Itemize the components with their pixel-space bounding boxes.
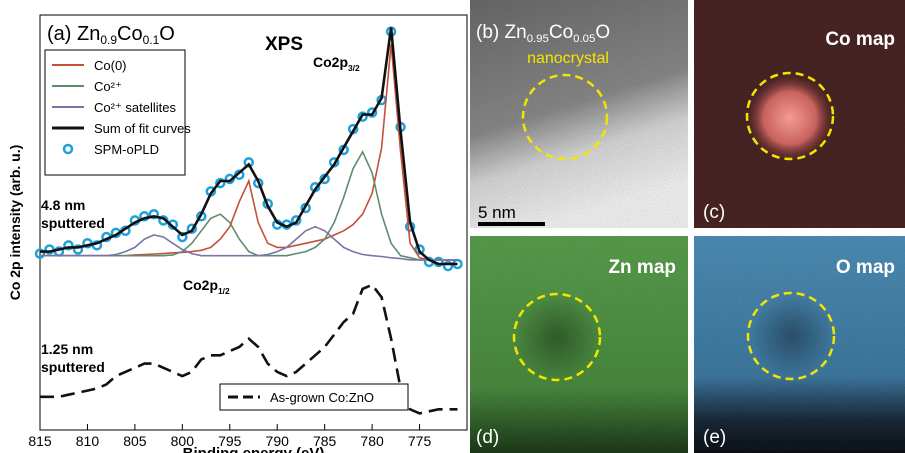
series-line bbox=[40, 227, 458, 260]
xps-plot: 815810805800795790785780775Binding energ… bbox=[7, 15, 467, 453]
note: nanocrystal bbox=[527, 50, 609, 67]
legend-label: Co²⁺ satellites bbox=[94, 100, 176, 115]
legend-label: Sum of fit curves bbox=[94, 121, 191, 136]
x-tick-label: 775 bbox=[408, 433, 432, 449]
annotation: 4.8 nm bbox=[41, 197, 85, 213]
subscript: 0.1 bbox=[143, 33, 160, 47]
text-part: O bbox=[595, 22, 610, 43]
panel-label: (d) bbox=[476, 427, 499, 448]
map-title: Zn map bbox=[608, 257, 676, 278]
y-axis-label: Co 2p intensity (arb. u.) bbox=[7, 145, 23, 301]
annotation: 1.25 nm bbox=[41, 341, 93, 357]
text-part: Co bbox=[549, 22, 573, 43]
x-tick-label: 805 bbox=[123, 433, 147, 449]
annotation: sputtered bbox=[41, 215, 105, 231]
x-tick-label: 815 bbox=[28, 433, 52, 449]
image-panels: 5 nm (b) Zn0.95Co0.05O nanocrystal Co ma… bbox=[470, 0, 905, 453]
subscript: 0.9 bbox=[100, 33, 117, 47]
text-part: Co bbox=[117, 23, 143, 45]
zn-depletion bbox=[512, 292, 602, 382]
figure: 815810805800795790785780775Binding energ… bbox=[0, 0, 905, 453]
subscript: 0.05 bbox=[573, 33, 595, 45]
x-axis-label: Binding energy (eV) bbox=[183, 445, 325, 453]
text-part: O bbox=[159, 23, 175, 45]
panel-label: (c) bbox=[703, 202, 725, 223]
map-title: O map bbox=[836, 257, 895, 278]
annotation: XPS bbox=[265, 34, 303, 55]
text-part: (b) Zn bbox=[476, 22, 527, 43]
subscript: 3/2 bbox=[348, 63, 360, 73]
legend-label: SPM-oPLD bbox=[94, 142, 159, 157]
text-part: Co2p bbox=[313, 54, 348, 70]
annotation: Co2p3/2 bbox=[313, 54, 360, 73]
x-tick-label: 810 bbox=[76, 433, 100, 449]
scale-label: 5 nm bbox=[478, 203, 516, 222]
text-part: (a) Zn bbox=[47, 23, 100, 45]
map-title: Co map bbox=[825, 29, 895, 50]
text-part: Co2p bbox=[183, 277, 218, 293]
subscript: 1/2 bbox=[218, 286, 230, 296]
legend-label: As-grown Co:ZnO bbox=[270, 390, 374, 405]
x-tick-label: 780 bbox=[360, 433, 384, 449]
panel-label: (e) bbox=[703, 427, 726, 448]
legend-label: Co²⁺ bbox=[94, 79, 122, 94]
chart-title: (a) Zn0.9Co0.1O bbox=[47, 23, 175, 47]
annotation: Co2p1/2 bbox=[183, 277, 230, 296]
annotation: sputtered bbox=[41, 359, 105, 375]
legend-label: Co(0) bbox=[94, 58, 127, 73]
subscript: 0.95 bbox=[527, 33, 549, 45]
